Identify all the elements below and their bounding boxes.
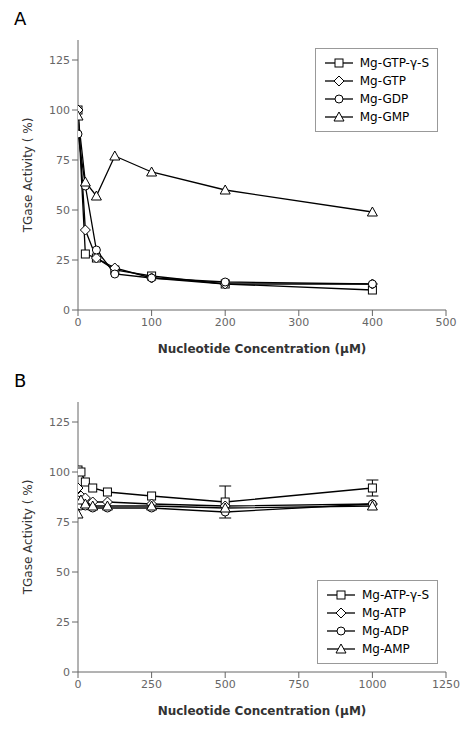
- svg-text:750: 750: [288, 678, 309, 691]
- svg-text:0: 0: [63, 666, 70, 679]
- svg-text:TGase Activity ( %): TGase Activity ( %): [21, 480, 35, 596]
- svg-text:50: 50: [56, 204, 70, 217]
- svg-text:100: 100: [49, 104, 70, 117]
- html-text:A: A: [14, 8, 27, 29]
- svg-text:75: 75: [56, 516, 70, 529]
- svg-text:100: 100: [49, 466, 70, 479]
- svg-text:25: 25: [56, 616, 70, 629]
- svg-text:300: 300: [288, 316, 309, 329]
- svg-text:125: 125: [49, 54, 70, 67]
- html-text:Mg-ATP: Mg-ATP: [362, 606, 406, 620]
- svg-text:100: 100: [141, 316, 162, 329]
- svg-text:200: 200: [215, 316, 236, 329]
- svg-text:TGase Activity ( %): TGase Activity ( %): [21, 118, 35, 234]
- svg-text:75: 75: [56, 154, 70, 167]
- svg-text:500: 500: [436, 316, 457, 329]
- html-text:Mg-GMP: Mg-GMP: [359, 110, 410, 124]
- svg-text:1250: 1250: [432, 678, 460, 691]
- html-text:Mg-GDP: Mg-GDP: [359, 92, 409, 106]
- svg-text:25: 25: [56, 254, 70, 267]
- svg-text:500: 500: [215, 678, 236, 691]
- svg-text:0: 0: [75, 678, 82, 691]
- svg-text:50: 50: [56, 566, 70, 579]
- svg-text:Nucleotide Concentration (μM): Nucleotide Concentration (μM): [158, 342, 367, 356]
- html-text:Mg-ATP-γ-S: Mg-ATP-γ-S: [362, 588, 429, 602]
- html-text:B: B: [14, 370, 27, 391]
- html-text:Mg-GTP: Mg-GTP: [359, 74, 406, 88]
- html-text:Mg-ADP: Mg-ADP: [362, 624, 409, 638]
- svg-text:250: 250: [141, 678, 162, 691]
- svg-text:400: 400: [362, 316, 383, 329]
- svg-text:0: 0: [63, 304, 70, 317]
- svg-text:125: 125: [49, 416, 70, 429]
- svg-text:1000: 1000: [358, 678, 386, 691]
- html-text:Mg-AMP: Mg-AMP: [362, 642, 410, 656]
- svg-text:0: 0: [75, 316, 82, 329]
- html-text:Mg-GTP-γ-S: Mg-GTP-γ-S: [359, 56, 429, 70]
- svg-text:Nucleotide Concentration (μM): Nucleotide Concentration (μM): [158, 704, 367, 718]
